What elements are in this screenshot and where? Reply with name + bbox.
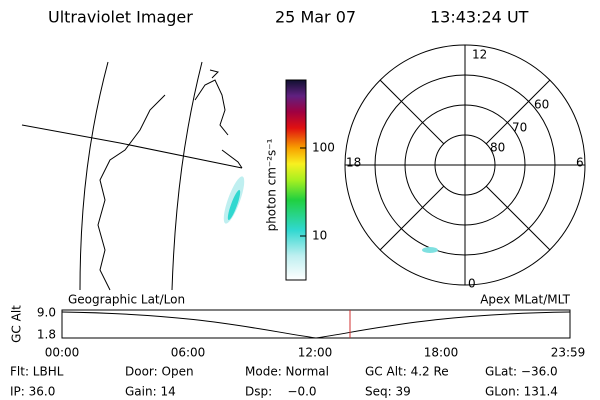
map [21, 61, 245, 291]
axis-label: GC Alt [10, 305, 24, 343]
status-field: Flt: LBHL [10, 365, 64, 379]
status-field: GC Alt: 4.2 Re [365, 365, 449, 379]
y-tick-label: 9.0 [37, 306, 56, 320]
mlt-label: 18 [346, 156, 361, 170]
status-field: Door: Open [125, 365, 194, 379]
colorbar-tick: 100 [312, 141, 335, 155]
status-field: IP: 36.0 [10, 385, 55, 399]
colorbar: 100 10 photon cm⁻²s⁻¹ [265, 79, 335, 281]
y-tick-label: 1.8 [37, 328, 56, 342]
footer: Flt: LBHL Door: Open Mode: Normal GC Alt: 4… [10, 365, 558, 399]
mlt-label: 6 [576, 156, 584, 170]
status-field: Dsp: −0.0 [245, 385, 317, 399]
x-tick-label: 06:00 [171, 346, 206, 360]
lat-label: 80 [490, 141, 505, 155]
lat-label: 70 [512, 121, 527, 135]
timeline-title: Geographic Lat/Lon [68, 293, 185, 307]
status-field: Gain: 14 [125, 385, 176, 399]
timeline: Geographic Lat/Lon Apex MLat/MLT GC Alt … [10, 293, 586, 360]
mlt-label: 0 [468, 277, 476, 291]
timeline-title: Apex MLat/MLT [480, 293, 570, 307]
lat-label: 60 [534, 98, 549, 112]
x-tick-label: 12:00 [298, 346, 333, 360]
status-field: Mode: Normal [245, 365, 329, 379]
time: 13:43:24 UT [430, 8, 529, 27]
mlt-label: 12 [472, 48, 487, 62]
date: 25 Mar 07 [275, 8, 356, 27]
polar-plot: 12 18 6 0 60 70 80 [344, 44, 586, 291]
status-field: GLat: −36.0 [485, 365, 558, 379]
x-tick-label: 23:59 [551, 346, 586, 360]
status-field: GLon: 131.4 [485, 385, 558, 399]
x-tick-label: 18:00 [424, 346, 459, 360]
colorbar-tick: 10 [312, 229, 327, 243]
colorbar-label: photon cm⁻²s⁻¹ [265, 138, 279, 231]
x-tick-label: 00:00 [45, 346, 80, 360]
title: Ultraviolet Imager [48, 8, 193, 27]
status-field: Seq: 39 [365, 385, 411, 399]
